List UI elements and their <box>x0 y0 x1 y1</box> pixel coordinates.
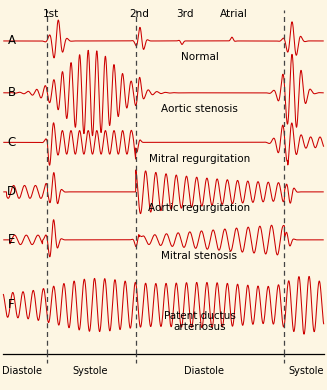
Text: F: F <box>8 298 15 312</box>
Text: Diastole: Diastole <box>2 366 42 376</box>
Text: Normal: Normal <box>181 52 218 62</box>
Text: 2nd: 2nd <box>129 9 149 19</box>
Text: Patent ductus
arteriosus: Patent ductus arteriosus <box>164 310 235 332</box>
Text: C: C <box>7 136 16 149</box>
Text: Aortic regurgitation: Aortic regurgitation <box>148 203 250 213</box>
Text: Diastole: Diastole <box>184 366 224 376</box>
Text: 3rd: 3rd <box>176 9 194 19</box>
Text: A: A <box>8 34 15 48</box>
Text: 1st: 1st <box>43 9 59 19</box>
Text: Systole: Systole <box>72 366 108 376</box>
Text: Mitral regurgitation: Mitral regurgitation <box>149 154 250 164</box>
Text: E: E <box>8 233 15 246</box>
Text: Aortic stenosis: Aortic stenosis <box>161 104 238 114</box>
Text: Atrial: Atrial <box>220 9 248 19</box>
Text: D: D <box>7 185 16 199</box>
Text: B: B <box>8 86 15 99</box>
Text: Systole: Systole <box>288 366 323 376</box>
Text: Mitral stenosis: Mitral stenosis <box>162 251 237 261</box>
